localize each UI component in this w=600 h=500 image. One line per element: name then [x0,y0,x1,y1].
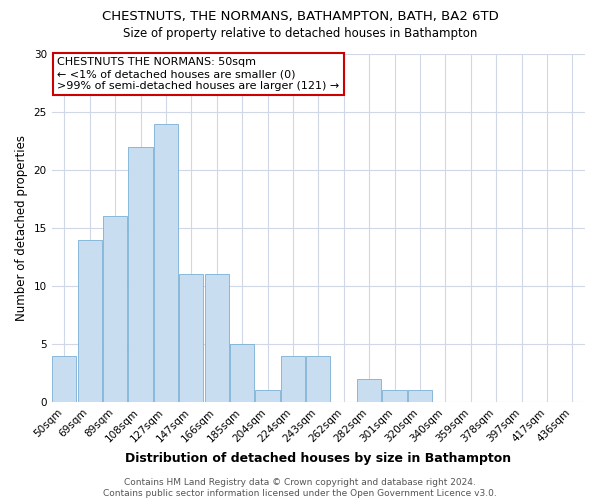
Bar [128,147,152,402]
Bar [179,274,203,402]
Bar [306,356,331,402]
Text: Size of property relative to detached houses in Bathampton: Size of property relative to detached ho… [123,28,477,40]
Bar [408,390,432,402]
Bar [205,274,229,402]
Bar [256,390,280,402]
Bar [382,390,407,402]
Bar [230,344,254,402]
Text: CHESTNUTS THE NORMANS: 50sqm
← <1% of detached houses are smaller (0)
>99% of se: CHESTNUTS THE NORMANS: 50sqm ← <1% of de… [57,58,339,90]
Bar [154,124,178,402]
Bar [77,240,102,402]
Bar [103,216,127,402]
Y-axis label: Number of detached properties: Number of detached properties [15,135,28,321]
Text: Contains HM Land Registry data © Crown copyright and database right 2024.
Contai: Contains HM Land Registry data © Crown c… [103,478,497,498]
Bar [281,356,305,402]
Text: CHESTNUTS, THE NORMANS, BATHAMPTON, BATH, BA2 6TD: CHESTNUTS, THE NORMANS, BATHAMPTON, BATH… [101,10,499,23]
X-axis label: Distribution of detached houses by size in Bathampton: Distribution of detached houses by size … [125,452,511,465]
Bar [52,356,76,402]
Bar [357,379,381,402]
